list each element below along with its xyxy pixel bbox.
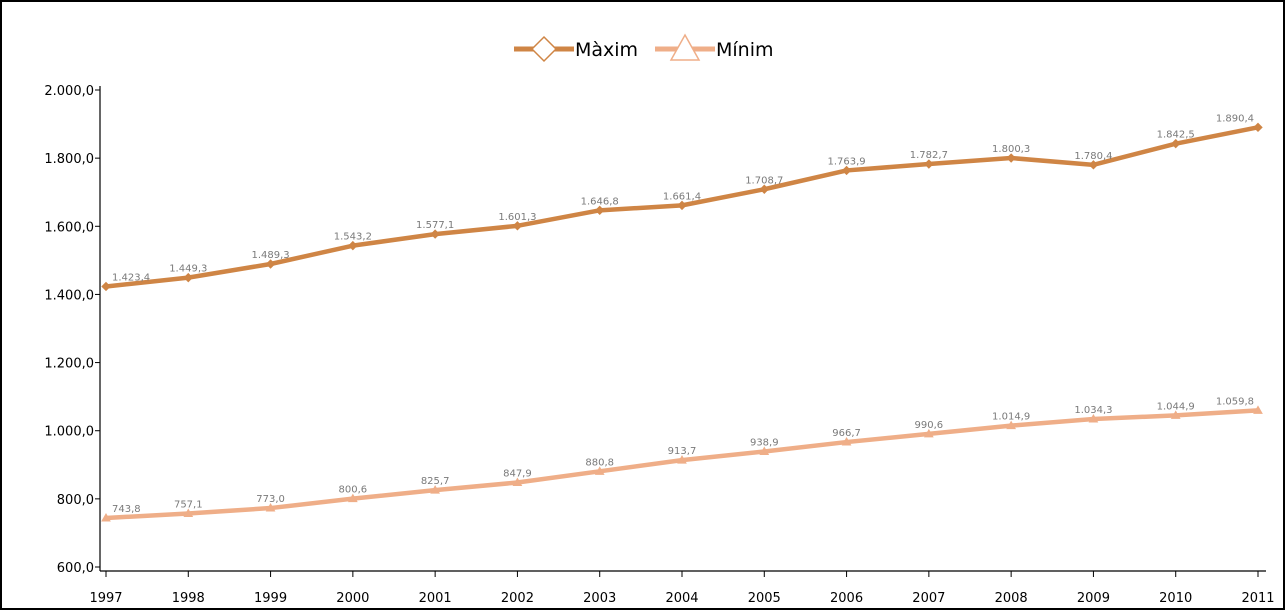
data-point-minim	[841, 437, 852, 446]
x-tick-label: 2006	[830, 591, 863, 606]
data-point-minim	[265, 503, 276, 512]
data-point-minim	[183, 508, 194, 517]
data-label: 1.449,3	[169, 264, 207, 275]
data-point-maxim	[1088, 160, 1099, 170]
data-label: 847,9	[503, 469, 532, 480]
data-point-maxim	[1253, 122, 1263, 133]
legend-marker-minim	[669, 33, 701, 61]
data-label: 1.842,5	[1157, 130, 1195, 141]
data-point-minim	[430, 485, 441, 494]
data-point-maxim	[595, 205, 605, 216]
data-point-minim	[1253, 405, 1263, 414]
data-point-minim	[347, 493, 358, 503]
data-point-minim	[677, 455, 687, 464]
y-tick-label: 1.000,0	[44, 425, 94, 440]
data-point-maxim	[101, 281, 111, 292]
legend-label-minim: Mínim	[716, 39, 774, 61]
data-label: 1.059,8	[1216, 396, 1254, 407]
x-tick-label: 2001	[419, 591, 452, 606]
data-point-maxim	[183, 272, 193, 283]
x-tick-label: 2008	[995, 591, 1028, 606]
data-label: 800,6	[339, 485, 368, 496]
data-label: 1.543,2	[334, 232, 372, 243]
data-label: 1.708,7	[745, 175, 783, 186]
data-point-maxim	[348, 240, 358, 251]
data-point-minim	[1088, 414, 1099, 423]
data-point-minim	[512, 477, 523, 487]
data-label: 880,8	[585, 457, 614, 468]
x-tick-label: 2002	[501, 591, 534, 606]
data-label: 1.780,4	[1074, 151, 1112, 162]
y-tick-label: 1.200,0	[44, 357, 94, 372]
y-tick-label: 1.800,0	[44, 152, 94, 167]
data-label: 773,0	[256, 494, 285, 505]
y-tick-label: 1.400,0	[44, 288, 94, 303]
x-tick-label: 2003	[583, 591, 616, 606]
data-label: 825,7	[421, 476, 450, 487]
y-tick-label: 600,0	[57, 561, 94, 576]
y-tick-label: 2.000,0	[44, 84, 94, 99]
data-label: 1.763,9	[827, 156, 865, 167]
x-tick-label: 2009	[1077, 591, 1110, 606]
data-label: 1.034,3	[1074, 405, 1112, 416]
x-tick-label: 2010	[1159, 591, 1192, 606]
data-label: 1.782,7	[910, 150, 948, 161]
x-tick-label: 2004	[665, 591, 698, 606]
data-label: 1.890,4	[1216, 113, 1254, 124]
data-point-minim	[759, 446, 770, 456]
x-tick-label: 1998	[172, 591, 205, 606]
data-label: 990,6	[915, 420, 944, 431]
data-label: 1.014,9	[992, 412, 1030, 423]
data-point-maxim	[1006, 153, 1016, 163]
data-point-maxim	[924, 159, 934, 169]
data-label: 1.661,4	[663, 191, 701, 202]
data-point-maxim	[841, 165, 852, 176]
x-tick-label: 2007	[912, 591, 945, 606]
data-point-minim	[1006, 420, 1017, 430]
data-label: 966,7	[832, 428, 861, 439]
x-tick-label: 2000	[336, 591, 369, 606]
x-tick-label: 2005	[748, 591, 781, 606]
legend-label-maxim: Màxim	[575, 39, 638, 61]
data-label: 1.489,3	[251, 250, 289, 261]
data-label: 743,8	[112, 504, 141, 515]
data-label: 1.044,9	[1157, 401, 1195, 412]
data-label: 1.800,3	[992, 144, 1030, 155]
legend-marker-maxim	[530, 35, 558, 63]
data-label: 913,7	[668, 446, 697, 457]
data-label: 1.423,4	[112, 272, 150, 283]
data-point-maxim	[759, 184, 769, 194]
y-tick-label: 800,0	[57, 493, 94, 508]
x-tick-label: 1999	[254, 591, 287, 606]
data-point-minim	[923, 428, 934, 438]
x-tick-label: 2011	[1241, 591, 1274, 606]
data-label: 1.601,3	[498, 212, 536, 223]
data-label: 938,9	[750, 438, 779, 449]
data-point-minim	[1170, 410, 1181, 419]
x-tick-label: 1997	[89, 591, 122, 606]
data-point-minim	[594, 466, 605, 475]
data-label: 757,1	[174, 499, 203, 510]
data-label: 1.646,8	[581, 196, 619, 207]
data-point-minim	[101, 512, 111, 522]
data-point-maxim	[512, 221, 523, 231]
data-point-maxim	[677, 200, 687, 211]
y-tick-label: 1.600,0	[44, 220, 94, 235]
data-point-maxim	[1171, 138, 1181, 149]
data-point-maxim	[265, 259, 276, 269]
data-point-maxim	[430, 229, 440, 239]
data-label: 1.577,1	[416, 220, 454, 231]
